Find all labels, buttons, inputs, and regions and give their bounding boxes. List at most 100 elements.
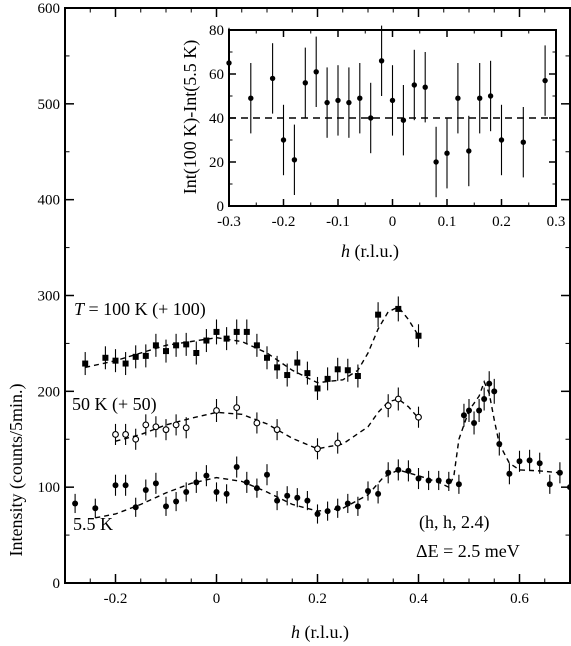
main-point — [253, 419, 261, 427]
main-point — [425, 477, 432, 484]
inset-y-axis-label: Int(100 K)-Int(5.5 K) — [180, 40, 201, 194]
main-point — [324, 375, 331, 382]
inset-point — [433, 159, 439, 165]
inset-x-tick-label: 0 — [389, 214, 397, 230]
main-point — [163, 348, 169, 355]
inset-point — [444, 150, 450, 156]
inset-point — [313, 69, 319, 75]
main-point — [384, 402, 392, 410]
main-point — [516, 458, 523, 465]
main-point — [294, 359, 301, 366]
label-energy-transfer: ΔE = 2.5 meV — [416, 541, 520, 561]
main-point — [415, 413, 422, 421]
main-point — [72, 500, 79, 507]
main-point — [481, 396, 488, 402]
main-point — [344, 367, 351, 374]
main-point — [132, 353, 139, 360]
main-point — [556, 469, 563, 476]
main-point — [365, 488, 371, 494]
main-point — [274, 497, 281, 504]
inset-x-tick-label: 0.2 — [492, 214, 511, 230]
main-y-tick-label: 500 — [38, 97, 61, 113]
main-point — [496, 441, 503, 448]
main-point — [334, 505, 341, 512]
label-50k: 50 K (+ 50) — [72, 394, 157, 415]
main-point — [152, 342, 159, 349]
inset-point — [411, 82, 417, 88]
main-point — [294, 494, 301, 501]
main-y-axis-label: Intensity (counts/5min.) — [6, 384, 27, 557]
inset-point — [389, 97, 396, 104]
main-point — [445, 478, 452, 485]
main-point — [253, 485, 260, 492]
inset-x-axis-label: h (r.l.u.) — [341, 241, 399, 262]
main-point — [273, 426, 281, 434]
main-point — [213, 407, 220, 414]
inset-point — [302, 80, 308, 86]
main-point — [476, 407, 483, 414]
main-point — [466, 407, 472, 414]
main-fit-curve-2 — [95, 379, 560, 519]
main-point — [102, 354, 109, 361]
main-x-tick-label: 0.4 — [409, 591, 428, 607]
main-point — [491, 388, 498, 395]
main-x-tick-label: 0.2 — [308, 591, 327, 607]
main-point — [344, 500, 351, 507]
inset-point — [466, 148, 472, 154]
main-point — [354, 373, 361, 379]
main-point — [182, 424, 190, 432]
main-point — [415, 475, 422, 482]
main-point — [152, 423, 160, 431]
inset-y-tick-label: 0 — [217, 199, 225, 215]
inset-y-tick-label: 60 — [209, 67, 224, 83]
main-point — [304, 497, 311, 504]
inset-plot: -0.3 -0.2 -0.1 0 0.1 0.2 0.3 0 20 40 60 80 — [209, 23, 565, 230]
main-y-tick-label: 600 — [38, 1, 61, 17]
main-point — [203, 472, 210, 479]
inset-x-tick-label: -0.2 — [272, 214, 296, 230]
main-point — [314, 511, 321, 517]
main-point — [546, 481, 553, 488]
main-point — [284, 372, 291, 379]
inset-point — [487, 93, 494, 99]
inset-y-tick-label: 40 — [209, 111, 224, 127]
inset-point — [368, 115, 374, 121]
main-point — [233, 404, 241, 412]
main-point — [173, 498, 180, 505]
main-point — [193, 350, 200, 356]
main-point — [385, 469, 392, 476]
main-fit-curve-1 — [115, 398, 420, 450]
main-point — [173, 342, 180, 349]
main-x-tick-label: 0 — [213, 591, 221, 607]
main-point — [375, 311, 382, 318]
main-point — [92, 505, 99, 512]
inset-point — [357, 95, 363, 101]
main-point — [122, 482, 129, 489]
main-point — [395, 466, 402, 473]
main-point — [122, 360, 129, 367]
main-point — [112, 431, 119, 438]
main-point — [122, 431, 129, 438]
main-point — [183, 488, 190, 495]
inset-point — [455, 95, 461, 101]
main-point — [274, 364, 281, 371]
main-point — [223, 490, 230, 497]
main-point — [112, 357, 119, 364]
main-point — [142, 352, 149, 359]
main-point — [375, 490, 382, 497]
main-point — [471, 419, 478, 426]
main-y-tick-label: 400 — [38, 193, 61, 209]
inset-point — [280, 137, 287, 143]
main-point — [455, 481, 462, 488]
inset-point — [477, 95, 483, 101]
main-point — [162, 426, 170, 434]
main-point — [395, 305, 402, 312]
inset-point — [520, 139, 526, 145]
main-y-tick-label: 0 — [53, 576, 61, 592]
main-point — [193, 479, 200, 486]
inset-point — [400, 117, 407, 123]
main-point — [253, 342, 260, 349]
main-point — [314, 385, 321, 392]
main-point — [213, 328, 220, 335]
